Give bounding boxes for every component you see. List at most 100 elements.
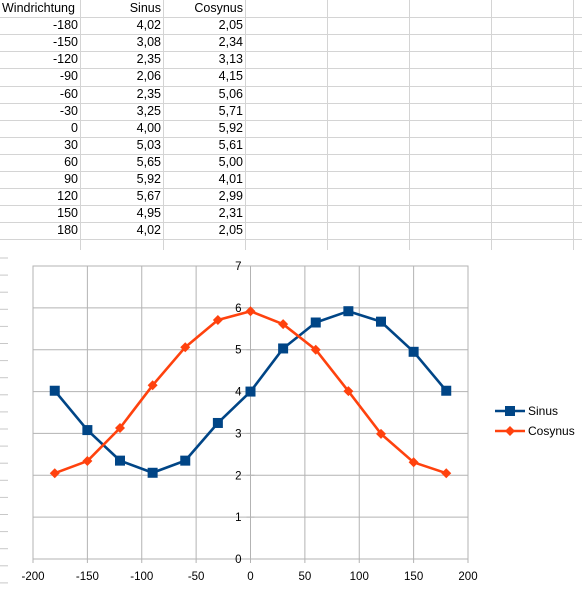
data-point-cosynus [180,342,191,353]
data-cell[interactable]: -120 [52,52,78,66]
data-cell[interactable]: 4,01 [218,172,243,186]
data-point-sinus [82,425,93,436]
data-point-cosynus [82,456,93,467]
row-divider [0,17,582,18]
row-divider [0,68,582,69]
data-cell[interactable]: 4,95 [136,206,161,220]
data-point-cosynus [310,344,321,355]
data-cell[interactable]: 5,92 [136,172,161,186]
data-cell[interactable]: 5,03 [136,138,161,152]
data-cell[interactable]: 5,67 [136,189,161,203]
row-divider [0,34,582,35]
data-point-sinus [408,346,419,357]
data-cell[interactable]: 4,02 [136,223,161,237]
x-tick-label: 150 [404,571,423,583]
data-point-cosynus [115,422,125,433]
data-point-cosynus [278,319,289,330]
x-tick-label: -200 [21,571,44,583]
data-cell[interactable]: 5,71 [218,104,243,118]
legend-label-sinus: Sinus [528,404,558,418]
data-point-cosynus [245,306,256,317]
data-cell[interactable]: -30 [59,104,78,118]
data-point-sinus [310,317,321,328]
column-divider [163,0,164,250]
column-divider [409,0,410,250]
data-cell[interactable]: 2,35 [136,87,161,101]
data-point-sinus [245,386,256,397]
header-cell[interactable]: Windrichtung [2,1,75,15]
data-cell[interactable]: 5,06 [218,87,243,101]
data-point-sinus [180,455,191,466]
data-cell[interactable]: 60 [64,155,78,169]
y-tick-label: 4 [235,387,242,399]
column-divider [245,0,246,250]
data-point-cosynus [408,457,419,468]
data-point-sinus [376,316,386,327]
column-divider [327,0,328,250]
column-divider [573,0,574,250]
data-cell[interactable]: 5,61 [218,138,243,152]
data-cell[interactable]: 2,05 [218,223,243,237]
x-tick-label: -100 [130,571,153,583]
data-cell[interactable]: 2,99 [218,189,243,203]
y-tick-label: 0 [235,554,241,566]
row-divider [0,222,582,223]
data-cell[interactable]: 0 [71,121,78,135]
data-cell[interactable]: 3,08 [136,35,161,49]
data-cell[interactable]: -60 [59,87,78,101]
data-point-sinus [343,306,354,317]
data-cell[interactable]: 5,65 [136,155,161,169]
data-cell[interactable]: 3,13 [218,52,243,66]
legend-label-cosynus: Cosynus [528,424,575,438]
row-divider [0,205,582,206]
x-tick-label: 50 [298,571,311,583]
data-cell[interactable]: 4,15 [218,69,243,83]
x-tick-label: -50 [188,571,205,583]
y-tick-label: 3 [235,428,241,440]
data-point-cosynus [376,428,386,439]
data-cell[interactable]: 4,02 [136,18,161,32]
row-divider [0,86,582,87]
row-divider [0,120,582,121]
data-point-sinus [278,343,289,354]
data-cell[interactable]: 180 [57,223,78,237]
legend-marker-sinus [505,406,515,416]
row-divider [0,171,582,172]
legend-marker-cosynus [505,426,515,436]
data-cell[interactable]: 2,05 [218,18,243,32]
data-point-sinus [212,417,223,428]
data-point-sinus [147,467,158,478]
data-cell[interactable]: 3,25 [136,104,161,118]
y-tick-label: 2 [235,470,241,482]
header-cell[interactable]: Sinus [129,1,161,15]
data-cell[interactable]: 120 [57,189,78,203]
x-tick-label: 0 [247,571,253,583]
x-tick-label: 100 [350,571,369,583]
data-cell[interactable]: 2,31 [218,206,243,220]
data-cell[interactable]: 2,35 [136,52,161,66]
row-divider [0,239,582,240]
data-point-cosynus [212,314,223,325]
data-cell[interactable]: -90 [59,69,78,83]
data-cell[interactable]: -150 [52,35,78,49]
data-point-cosynus [147,380,158,391]
data-cell[interactable]: 4,00 [136,121,161,135]
data-cell[interactable]: -180 [52,18,78,32]
x-tick-label: -150 [76,571,99,583]
y-tick-label: 5 [235,345,241,357]
y-tick-label: 1 [235,512,241,524]
data-cell[interactable]: 2,34 [218,35,243,49]
y-tick-label: 7 [235,261,241,273]
data-cell[interactable]: 90 [64,172,78,186]
data-cell[interactable]: 5,92 [218,121,243,135]
data-cell[interactable]: 150 [57,206,78,220]
row-divider [0,154,582,155]
data-cell[interactable]: 2,06 [136,69,161,83]
y-tick-label: 6 [235,303,241,315]
data-cell[interactable]: 30 [64,138,78,152]
header-cell[interactable]: Cosynus [194,1,243,15]
row-divider [0,188,582,189]
data-cell[interactable]: 5,00 [218,155,243,169]
